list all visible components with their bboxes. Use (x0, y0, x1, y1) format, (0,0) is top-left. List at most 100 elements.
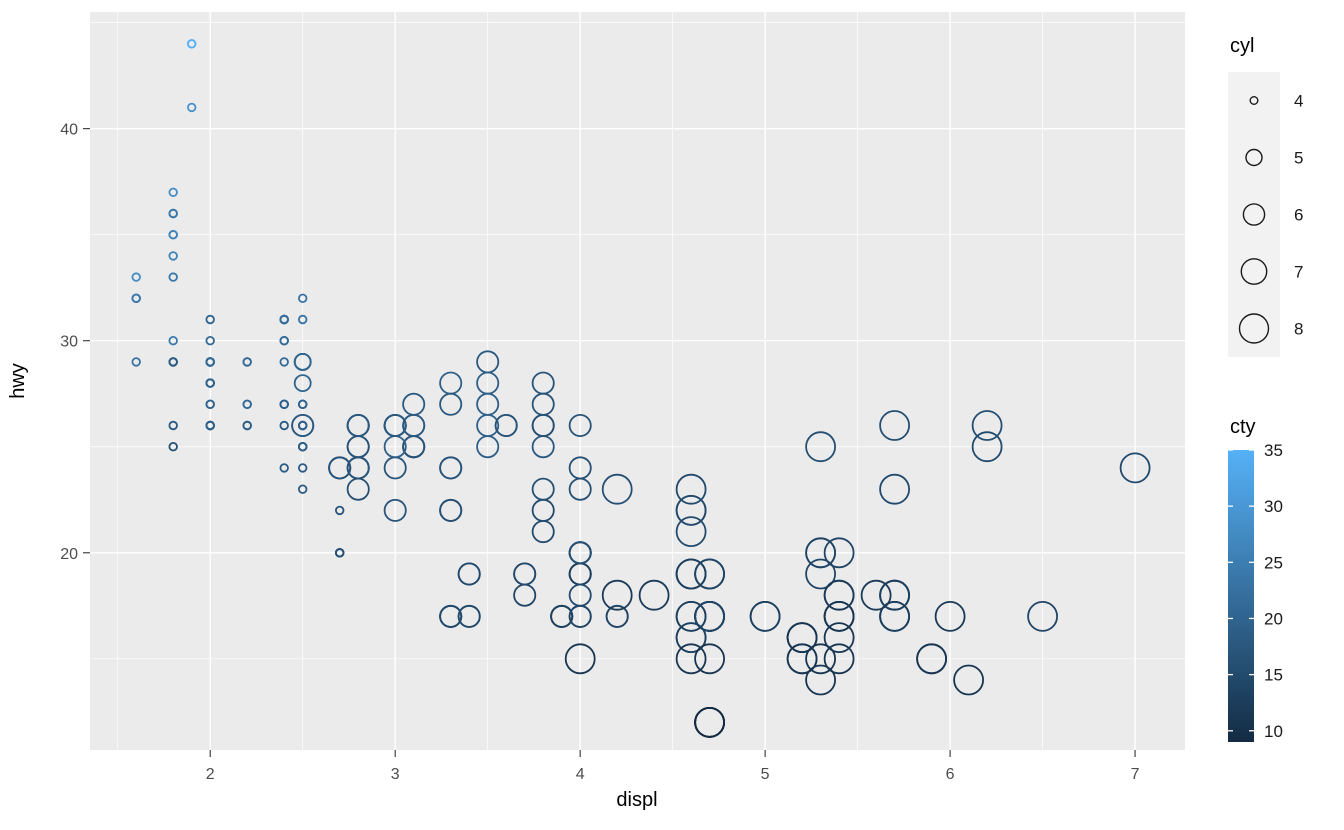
data-point (494, 413, 518, 437)
data-point (168, 420, 178, 431)
data-point (298, 420, 308, 431)
data-point (298, 293, 308, 303)
colorbar-tick-label: 25 (1264, 553, 1283, 572)
data-point (823, 622, 855, 653)
data-point (205, 378, 215, 388)
data-point (823, 601, 855, 632)
data-point (675, 473, 707, 505)
data-point (476, 371, 500, 395)
data-point (346, 456, 370, 480)
data-point (293, 374, 312, 393)
data-point (531, 477, 555, 501)
y-tick-label: 20 (60, 546, 78, 563)
data-point (568, 413, 592, 437)
y-axis-ticks: 20 30 40 (60, 122, 90, 563)
data-point (823, 579, 855, 611)
data-point (168, 442, 178, 452)
data-point (205, 336, 215, 346)
data-point (564, 643, 596, 675)
data-point (279, 399, 289, 409)
data-point (168, 251, 178, 261)
x-tick-label: 4 (576, 766, 585, 783)
colorbar-tick-label: 20 (1264, 609, 1283, 628)
data-point (298, 314, 308, 325)
data-point (531, 371, 555, 395)
data-point (279, 420, 289, 431)
data-point (457, 604, 481, 628)
legend-key (1228, 129, 1280, 186)
legend-key-circle (1240, 258, 1268, 285)
legend-key-circle (1238, 313, 1270, 344)
data-point (328, 456, 352, 480)
data-point (476, 435, 500, 459)
x-tick-label: 5 (761, 766, 770, 783)
data-point (168, 229, 178, 240)
size-legend: 4 5 6 7 8 (1228, 72, 1303, 357)
colorbar-tick-label: 15 (1264, 666, 1283, 685)
data-point (298, 442, 308, 452)
data-point (805, 537, 836, 569)
legend-key-circle (1249, 95, 1259, 105)
data-point (298, 484, 308, 494)
legend-key-label: 6 (1294, 206, 1303, 225)
data-point (638, 579, 670, 611)
data-point (168, 208, 178, 219)
data-point (805, 643, 836, 675)
data-point (346, 413, 370, 437)
legend-key (1228, 186, 1280, 243)
data-point (694, 643, 725, 675)
data-point (879, 410, 910, 441)
x-tick-label: 6 (946, 766, 955, 783)
data-point (823, 643, 855, 675)
plot-panel (90, 12, 1185, 750)
data-point (675, 558, 707, 590)
data-point (805, 431, 836, 463)
legend-key-label: 4 (1294, 92, 1303, 111)
legend-key-circle (1245, 148, 1263, 167)
data-point (513, 562, 537, 586)
data-point (279, 336, 289, 346)
data-point (879, 579, 910, 611)
y-tick-label: 40 (60, 122, 78, 139)
data-point (205, 357, 215, 367)
data-point (694, 558, 725, 590)
x-tick-label: 3 (391, 766, 400, 783)
data-point (568, 583, 592, 607)
data-point (298, 399, 308, 409)
colorbar-tick-label: 10 (1264, 722, 1283, 741)
data-point (131, 293, 141, 303)
data-point (279, 463, 289, 473)
data-point (205, 399, 215, 409)
data-point (675, 494, 707, 526)
data-point (439, 604, 463, 628)
data-points-layer (131, 39, 1151, 738)
data-point (694, 707, 725, 738)
data-point (568, 541, 592, 565)
data-point (383, 413, 407, 437)
data-point (601, 579, 633, 611)
data-point (786, 643, 818, 675)
legend-key-circle (1242, 203, 1266, 226)
data-point (786, 622, 818, 653)
data-point (675, 516, 707, 547)
data-point (457, 562, 481, 586)
data-point (675, 643, 707, 675)
data-point (675, 622, 707, 653)
colorbar-tick-label: 30 (1264, 497, 1283, 516)
data-point (805, 558, 836, 590)
data-point (298, 463, 308, 473)
minor-gridlines (90, 12, 1185, 750)
data-point (934, 601, 966, 632)
data-point (131, 357, 141, 367)
data-point (291, 413, 315, 437)
data-point (242, 399, 252, 409)
data-point (953, 664, 984, 696)
size-legend-title: cyl (1230, 35, 1254, 57)
data-point (186, 39, 197, 49)
data-point (439, 456, 463, 480)
legend-key-label: 5 (1294, 149, 1303, 168)
legend-key (1228, 300, 1280, 357)
x-axis-title: displ (616, 789, 657, 811)
data-point (860, 579, 892, 611)
